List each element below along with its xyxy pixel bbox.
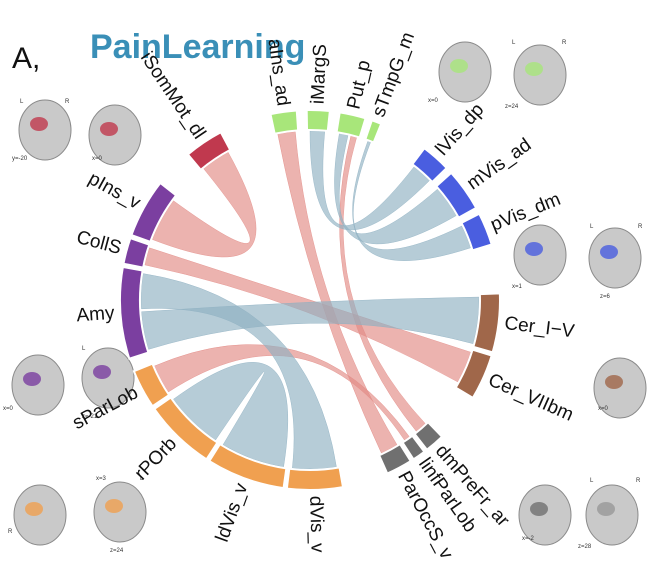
- brain-region: [525, 62, 543, 76]
- brain: [513, 44, 567, 106]
- thumbnail-label: R: [638, 224, 643, 230]
- brain-region: [600, 245, 618, 259]
- node-label: Amy: [76, 303, 116, 327]
- chord: [277, 131, 398, 454]
- brain-region: [23, 372, 41, 386]
- brain: [81, 347, 135, 409]
- thumbnail-label: L: [590, 224, 594, 230]
- thumbnail-label: x=-2: [522, 536, 535, 542]
- node-label: ldVis_v: [212, 480, 253, 545]
- node-arc: [472, 292, 501, 354]
- thumbnail-label: y=-20: [12, 156, 28, 162]
- thumbnail-label: x=3: [96, 476, 107, 482]
- brain-region: [100, 122, 118, 136]
- brain: [13, 484, 67, 546]
- node-arc: [152, 396, 219, 461]
- node-label: iMargS: [308, 44, 332, 105]
- brain-region: [597, 502, 615, 516]
- thumbnail-label: z=6: [600, 294, 611, 300]
- brain: [585, 484, 639, 546]
- brain: [518, 484, 572, 546]
- node-arc: [305, 109, 331, 133]
- thumbnail-label: L: [20, 99, 24, 105]
- node-label: mVis_ad: [463, 135, 535, 195]
- chord: [334, 133, 457, 245]
- node-arc: [207, 442, 288, 490]
- node-arc: [454, 348, 493, 400]
- node-arc: [335, 111, 367, 139]
- brain-region: [605, 375, 623, 389]
- brain-thumbnails: L Ry=-20 x=0 x=0 L Rz=24 x=1 L Rz=6 L Rx=0 z=-21 x=0…: [3, 40, 647, 554]
- thumbnail-label: x=0: [598, 406, 609, 412]
- thumbnail-label: L: [512, 40, 516, 46]
- node-arc: [377, 442, 413, 475]
- node-label: Cer_VIIbm: [485, 370, 577, 426]
- thumbnail-label: x=1: [512, 284, 523, 290]
- brain-region: [30, 117, 48, 131]
- node-arc: [269, 109, 300, 135]
- node-arc: [434, 171, 478, 219]
- node-arc: [130, 181, 178, 244]
- thumbnail-label: R: [65, 99, 70, 105]
- thumbnail-label: L: [140, 476, 144, 482]
- chords: [140, 130, 480, 470]
- thumbnail-label: R: [562, 40, 567, 46]
- node-label: Cer_I−V: [503, 313, 576, 342]
- title: PainLearning: [90, 28, 305, 66]
- node-arc: [122, 236, 151, 269]
- node-arc: [285, 466, 345, 491]
- brain: [93, 481, 147, 543]
- node-arc: [460, 212, 493, 252]
- node-label: rPOrb: [131, 433, 181, 484]
- node-label: dVis_v: [305, 496, 327, 554]
- brain: [18, 99, 72, 161]
- thumbnail-label: z=24: [110, 548, 124, 554]
- node-arc: [401, 434, 426, 461]
- brain-region: [530, 502, 548, 516]
- thumbnail-label: R: [636, 478, 641, 484]
- thumbnail-label: x=0: [3, 406, 14, 412]
- node-arc: [119, 265, 150, 360]
- brain: [88, 104, 142, 166]
- chord: [172, 362, 289, 468]
- brain: [438, 41, 492, 103]
- brain-region: [93, 365, 111, 379]
- brain-region: [450, 59, 468, 73]
- thumbnail-label: L: [82, 346, 86, 352]
- node-arc: [364, 119, 383, 144]
- brain: [11, 354, 65, 416]
- node-label: lVis_dp: [432, 100, 489, 160]
- brain: [588, 227, 642, 289]
- thumbnail-label: z=-21: [82, 414, 98, 420]
- thumbnail-label: z=24: [505, 104, 519, 110]
- node-arc: [132, 362, 171, 408]
- brain-region: [525, 242, 543, 256]
- node-label: pIns_v: [85, 168, 145, 214]
- thumbnail-label: R: [8, 529, 13, 535]
- brain: [593, 357, 647, 419]
- node-arc: [186, 130, 232, 172]
- node-label: Put_p: [343, 58, 375, 111]
- brain: [513, 224, 567, 286]
- brain-region: [105, 499, 123, 513]
- thumbnail-label: x=0: [428, 98, 439, 104]
- chord: [140, 273, 337, 470]
- node-label: sTmpG_m: [368, 29, 419, 119]
- thumbnail-label: z=28: [578, 544, 592, 550]
- node-label: CollS: [74, 227, 123, 259]
- thumbnail-label: L: [590, 478, 594, 484]
- thumbnail-label: x=0: [92, 156, 103, 162]
- node-arc: [413, 420, 444, 452]
- brain-region: [25, 502, 43, 516]
- panel-label: A,: [12, 42, 40, 75]
- node-arc: [410, 146, 449, 184]
